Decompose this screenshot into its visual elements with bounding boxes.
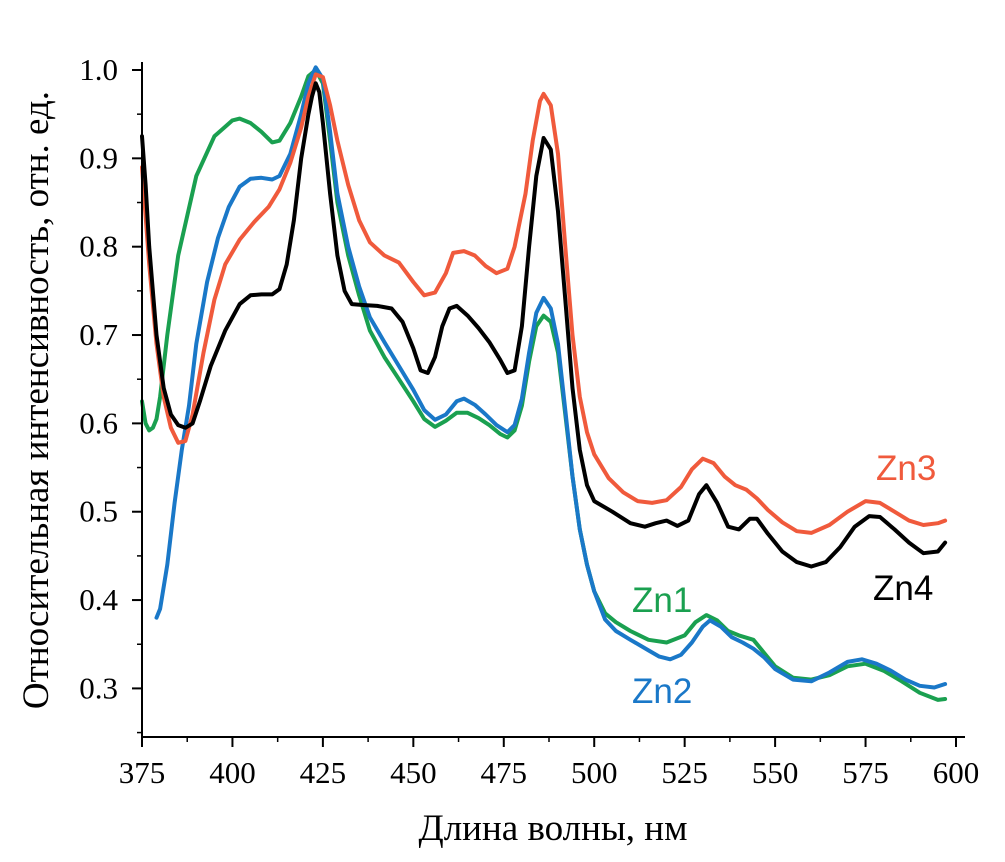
series-label-zn3: Zn3 bbox=[876, 449, 936, 488]
series-label-zn1: Zn1 bbox=[632, 581, 692, 620]
y-axis-title: Относительная интенсивность, отн. ед. bbox=[16, 91, 57, 709]
x-tick-label: 500 bbox=[571, 755, 618, 790]
y-tick-label: 0.7 bbox=[79, 317, 118, 352]
series-line-zn3 bbox=[140, 72, 948, 535]
x-tick-label: 400 bbox=[209, 755, 256, 790]
series-layer bbox=[140, 65, 948, 702]
x-tick-label: 600 bbox=[933, 755, 980, 790]
x-tick-label: 375 bbox=[119, 755, 166, 790]
ticks-layer: 375 400 425 450 475 500 525 550 575 600 0.3 0.4 0.5 0… bbox=[79, 52, 979, 790]
y-tick-label: 0.4 bbox=[79, 582, 118, 617]
x-tick-label: 575 bbox=[842, 755, 889, 790]
y-tick-label: 0.5 bbox=[79, 494, 118, 529]
y-tick-label: 0.3 bbox=[79, 670, 118, 705]
x-axis-title: Длина волны, нм bbox=[418, 808, 687, 849]
x-tick-label: 550 bbox=[752, 755, 799, 790]
y-tick-label: 0.8 bbox=[79, 229, 118, 264]
series-line-zn1 bbox=[140, 68, 948, 702]
y-tick-label: 0.6 bbox=[79, 405, 118, 440]
x-tick-label: 475 bbox=[481, 755, 528, 790]
series-line-zn2 bbox=[154, 65, 948, 690]
series-label-zn2: Zn2 bbox=[632, 672, 692, 711]
series-line-zn4 bbox=[140, 81, 948, 569]
y-tick-label: 0.9 bbox=[79, 140, 118, 175]
x-tick-label: 425 bbox=[300, 755, 347, 790]
series-label-zn4: Zn4 bbox=[873, 569, 933, 608]
y-tick-label: 1.0 bbox=[79, 52, 118, 87]
labels-layer: Длина волны, нм Относительная интенсивно… bbox=[16, 91, 936, 849]
x-tick-label: 450 bbox=[390, 755, 437, 790]
x-tick-label: 525 bbox=[661, 755, 708, 790]
axes-layer bbox=[141, 62, 965, 738]
